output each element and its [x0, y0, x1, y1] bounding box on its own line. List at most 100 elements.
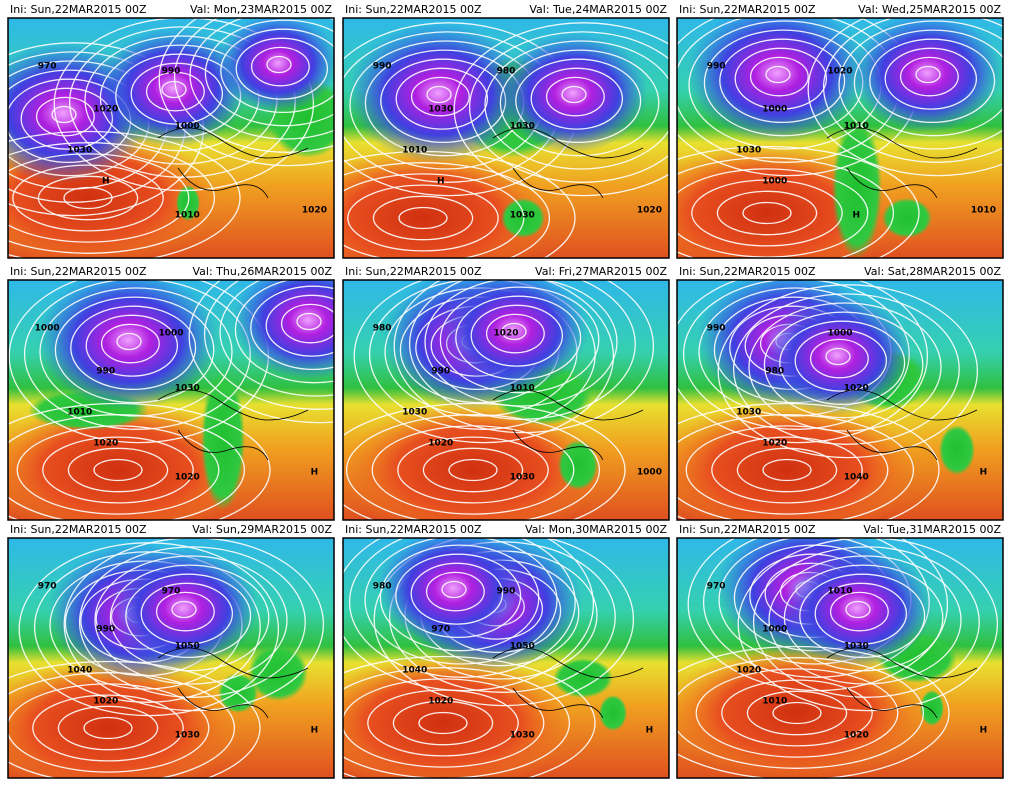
high-pressure — [343, 653, 573, 778]
isobar — [368, 280, 596, 430]
isobar — [915, 65, 941, 84]
isobar-label: 990 — [162, 66, 181, 76]
isobar — [220, 28, 334, 114]
valid-time: Val: Fri,27MAR2015 00Z — [535, 265, 667, 278]
isobar — [501, 322, 527, 341]
isobar-label: 1020 — [93, 439, 118, 449]
isobar — [35, 96, 95, 137]
isobar — [250, 46, 310, 87]
init-time: Ini: Sun,22MAR2015 00Z — [10, 265, 147, 278]
isobar-label: 1030 — [510, 730, 535, 740]
low-pressure — [498, 33, 648, 153]
map-panel: Ini: Sun,22MAR2015 00Z Val: Tue,24MAR2015… — [342, 3, 670, 259]
isobar-label: 1030 — [510, 472, 535, 482]
isobar — [468, 31, 669, 183]
isobar-label: 1010 — [762, 697, 787, 707]
isobar — [8, 130, 241, 258]
isobar — [783, 564, 944, 672]
isobar-label: 1000 — [762, 625, 787, 635]
isobar — [691, 179, 843, 247]
isobar — [561, 85, 587, 104]
isobar-label: 990 — [96, 625, 115, 635]
isobar — [470, 304, 564, 367]
coastline — [492, 389, 644, 461]
low-pressure — [852, 18, 1002, 133]
map-border — [676, 279, 1004, 521]
isobar-label: 1030 — [736, 408, 761, 418]
map: 980 970 990 1050 1040 1030 1020 H — [343, 538, 669, 778]
isobar — [53, 18, 315, 192]
isobar-label: H — [311, 468, 319, 478]
isobar-label: 970 — [707, 582, 726, 592]
isobar-label: 1020 — [175, 472, 200, 482]
isobar-label: H — [980, 468, 988, 478]
isobar-label: 1020 — [637, 206, 662, 216]
isobar — [749, 56, 809, 97]
isobar — [869, 38, 996, 124]
isobar — [530, 67, 624, 130]
isobar — [188, 280, 334, 424]
isobar-label: H — [853, 210, 861, 220]
isobar — [33, 551, 261, 703]
land-green — [248, 645, 308, 701]
isobar-label: 980 — [497, 66, 516, 76]
isobar — [716, 190, 818, 236]
isobar — [762, 458, 812, 482]
isobar — [32, 694, 184, 762]
isobar-label: 1000 — [35, 324, 60, 334]
low-pressure — [38, 280, 218, 410]
isobar — [779, 320, 906, 406]
isobar — [93, 458, 143, 482]
isobar-label: 1030 — [510, 210, 535, 220]
isobar-label: 1030 — [510, 122, 535, 132]
isobar — [765, 65, 791, 84]
isobar — [372, 195, 474, 241]
land-green — [832, 118, 882, 258]
init-time: Ini: Sun,22MAR2015 00Z — [679, 3, 816, 16]
isobar-label: 1020 — [428, 439, 453, 449]
isobar-label: 970 — [38, 582, 57, 592]
isobar-label: H — [646, 726, 654, 736]
land-green — [553, 658, 613, 698]
map: 1000 990 1000 1030 1010 1020 1020 H — [8, 280, 334, 520]
isobar-label: 1020 — [844, 384, 869, 394]
isobar — [343, 667, 571, 778]
isobar — [455, 295, 582, 381]
isobar — [250, 285, 334, 371]
valid-time: Val: Mon,23MAR2015 00Z — [190, 3, 333, 16]
map-border — [342, 279, 670, 521]
map-panel: Ini: Sun,22MAR2015 00Z Val: Wed,25MAR2015… — [676, 3, 1004, 259]
isobar — [83, 716, 133, 740]
isobar-label: 1040 — [67, 666, 92, 676]
isobar — [235, 37, 329, 100]
map-border — [342, 17, 670, 259]
isobar — [825, 347, 851, 366]
isobar — [426, 85, 452, 104]
isobar — [397, 436, 549, 504]
map-panel: Ini: Sun,22MAR2015 00Z Val: Tue,31MAR2015… — [676, 523, 1004, 779]
valid-time: Val: Sat,28MAR2015 00Z — [864, 265, 1001, 278]
map: 970 1000 1010 1030 1020 1020 1010 H — [677, 538, 1003, 778]
isobar — [343, 162, 551, 258]
isobar-label: 1000 — [158, 328, 183, 338]
isobar — [78, 546, 306, 698]
isobar-label: 1010 — [67, 408, 92, 418]
isobar — [441, 580, 467, 599]
low-pressure — [218, 18, 334, 113]
isobar — [158, 18, 334, 167]
isobar — [345, 414, 601, 520]
isobar-label: 1030 — [736, 146, 761, 156]
isobar — [343, 402, 626, 520]
isobar — [737, 538, 999, 712]
isobar — [39, 287, 233, 417]
isobar — [161, 80, 187, 99]
isobar — [204, 19, 334, 127]
isobar — [410, 562, 504, 625]
land-green — [599, 695, 627, 731]
low-pressure — [782, 548, 932, 668]
isobar — [379, 544, 540, 652]
coastline — [157, 127, 309, 199]
isobar — [677, 157, 895, 258]
map-panel: Ini: Sun,22MAR2015 00Z Val: Mon,23MAR2015… — [7, 3, 335, 259]
isobar — [395, 67, 489, 130]
